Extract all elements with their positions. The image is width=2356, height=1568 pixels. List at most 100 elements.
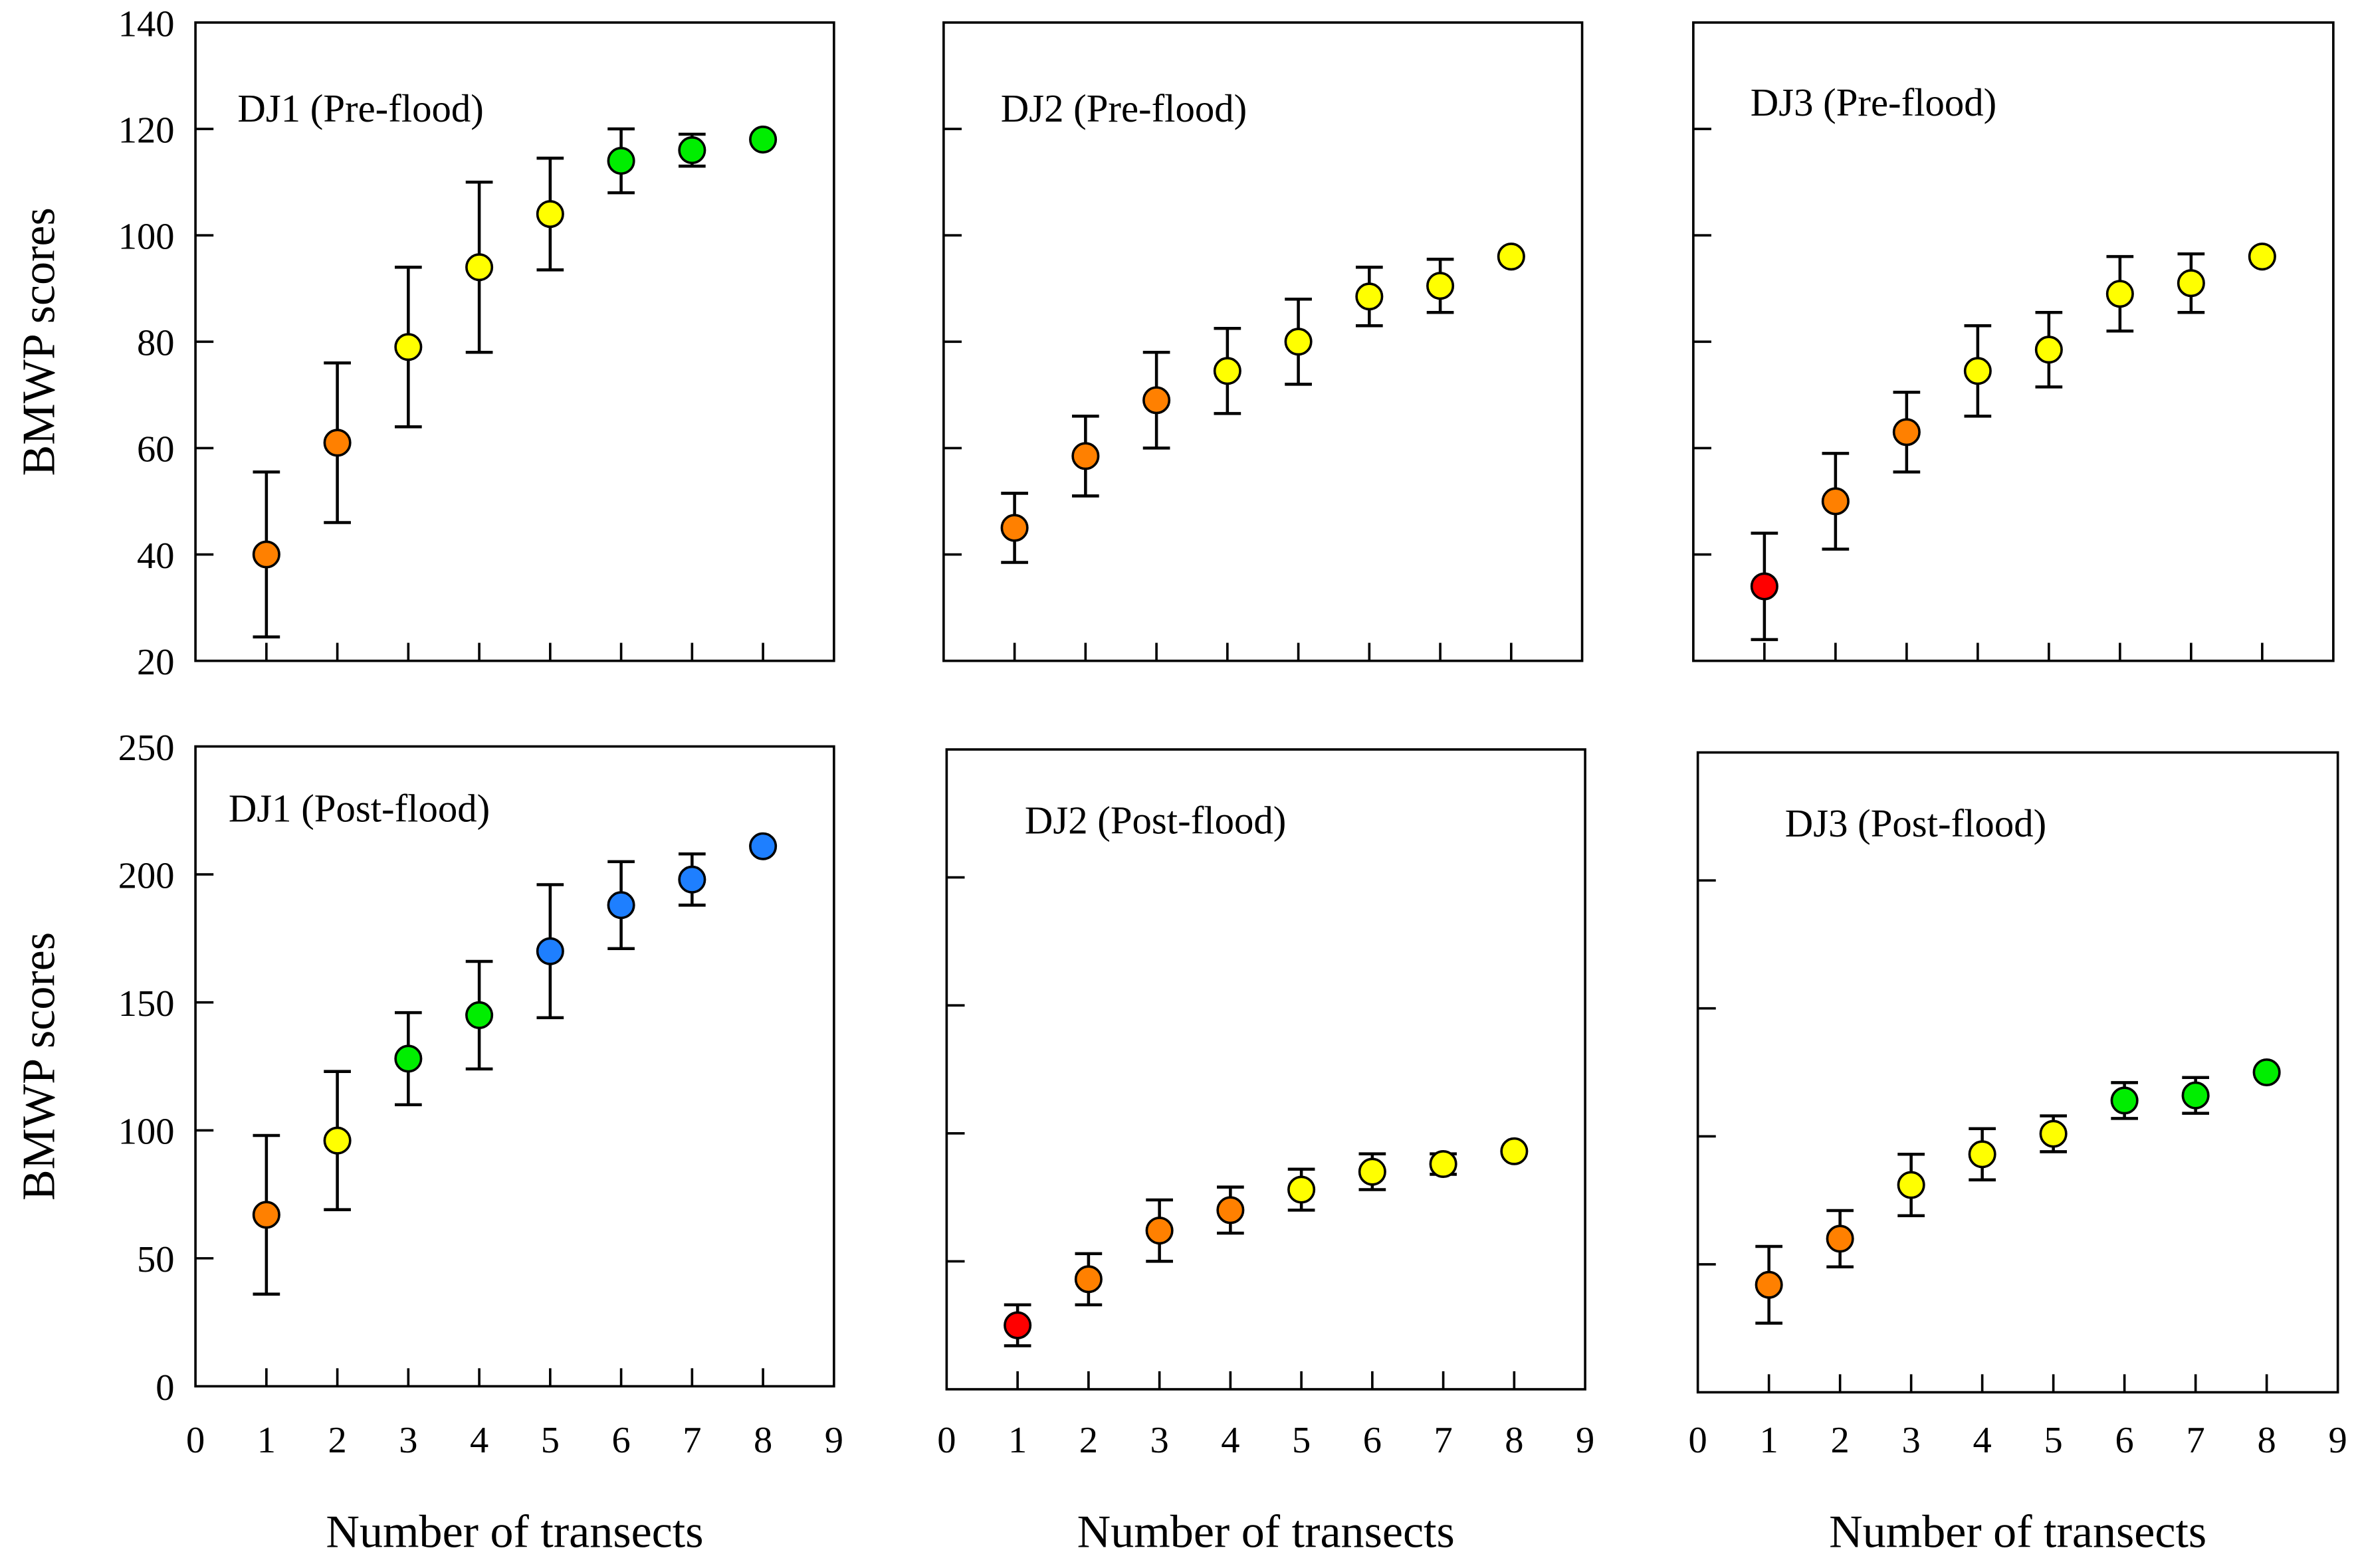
data-point [1216,1196,1245,1225]
x-tick-label: 4 [1221,1420,1239,1461]
y-tick-label: 40 [137,536,175,577]
x-tick-label: 8 [2258,1420,2276,1461]
plot-frame [1696,751,2339,1394]
y-tick-label: 250 [118,728,175,769]
x-tick-label: 2 [1079,1420,1098,1461]
data-point [394,1044,423,1073]
data-point [2105,280,2134,308]
x-tick-label: 3 [1902,1420,1921,1461]
y-tick-label: 60 [137,429,175,470]
data-point [1750,572,1778,601]
y-axis-label: BMWP scores [14,932,65,1201]
panel-3: DJ3 (Pre-flood) [1692,21,2335,662]
panel-title: DJ2 (Post-flood) [1025,799,1286,842]
data-point [1968,1140,1996,1169]
panel-title: DJ3 (Post-flood) [1785,802,2046,845]
y-tick-label: 50 [137,1239,175,1280]
panel-2: DJ2 (Pre-flood) [942,21,1584,662]
data-point [1429,1150,1457,1179]
data-point [2034,336,2063,364]
panel-1: 20 40 60 80 100 120 140 DJ1 (Pre-flood) BMWP sco… [14,3,835,683]
x-tick-label: 8 [1505,1420,1523,1461]
data-point [252,540,280,569]
x-tick-label: 1 [257,1420,276,1461]
panel-4: 0 50 100 150 200 250 0 1 2 3 4 5 6 7 8 9 DJ1 (Post-flood… [14,728,843,1558]
x-tick-label: 8 [754,1420,772,1461]
x-tick-label: 5 [541,1420,560,1461]
y-axis-label: BMWP scores [14,207,65,476]
x-tick-label: 6 [611,1420,630,1461]
y-tick-label: 120 [118,110,175,151]
data-point [678,136,706,165]
x-tick-label: 6 [1363,1420,1382,1461]
x-tick-label: 7 [1434,1420,1452,1461]
x-tick-label: 3 [399,1420,417,1461]
data-point [394,333,423,361]
panel-title: DJ1 (Post-flood) [229,787,490,831]
x-axis-label: Number of transects [1077,1506,1455,1557]
data-point [1213,357,1241,385]
x-tick-label: 9 [2329,1420,2347,1461]
x-tick-label: 7 [2187,1420,2205,1461]
data-point [1000,514,1029,542]
data-point [1497,243,1525,271]
data-point [323,429,352,457]
x-tick-label: 1 [1008,1420,1027,1461]
data-point [2252,1058,2281,1087]
panel-title: DJ2 (Pre-flood) [1001,87,1247,130]
data-point [1963,357,1992,385]
data-point [2110,1086,2139,1115]
y-tick-label: 20 [137,642,175,683]
data-point [1892,418,1921,446]
y-tick-label: 150 [118,983,175,1025]
data-point [1284,328,1313,356]
x-axis-label: Number of transects [1829,1506,2206,1557]
data-point [252,1201,280,1229]
data-point [1755,1270,1783,1299]
x-tick-label: 7 [683,1420,701,1461]
y-tick-label: 100 [118,216,175,257]
data-point [1074,1265,1103,1294]
data-point [465,1001,494,1029]
x-tick-label: 2 [328,1420,346,1461]
x-tick-label: 1 [1760,1420,1778,1461]
x-tick-label: 6 [2115,1420,2134,1461]
data-point [536,200,564,229]
data-point [1897,1171,1925,1199]
panel-title: DJ1 (Pre-flood) [237,87,483,130]
data-point [607,891,635,920]
data-point [1287,1175,1316,1204]
data-point [465,253,494,282]
y-tick-label: 200 [118,855,175,896]
x-tick-label: 9 [825,1420,843,1461]
data-point [749,126,778,154]
data-point [678,865,706,894]
data-point [323,1126,352,1155]
data-point [1004,1311,1032,1339]
panel-title: DJ3 (Pre-flood) [1751,81,1996,124]
data-point [1358,1157,1386,1186]
plot-frame [194,745,835,1388]
x-tick-label: 5 [1292,1420,1311,1461]
data-point [536,937,564,965]
data-point [1426,272,1455,300]
x-tick-label: 0 [937,1420,956,1461]
x-tick-label: 0 [1689,1420,1707,1461]
data-point [1826,1225,1854,1253]
data-point [749,832,778,860]
panel-5: 0 1 2 3 4 5 6 7 8 9 DJ2 (Post-flood) Number of tran… [937,748,1594,1557]
y-tick-label: 0 [156,1367,174,1409]
data-point [1142,386,1171,415]
plot-frame [945,748,1586,1391]
data-point [1821,487,1850,516]
panel-6: 0 1 2 3 4 5 6 7 8 9 DJ3 (Post-flood) Number of tran… [1689,751,2347,1557]
x-tick-label: 5 [2044,1420,2063,1461]
data-point [607,147,635,175]
x-tick-label: 0 [186,1420,205,1461]
y-tick-label: 80 [137,323,175,364]
x-tick-label: 4 [1973,1420,1992,1461]
data-point [1500,1137,1529,1165]
data-point [2177,269,2205,298]
data-point [2039,1120,2068,1148]
